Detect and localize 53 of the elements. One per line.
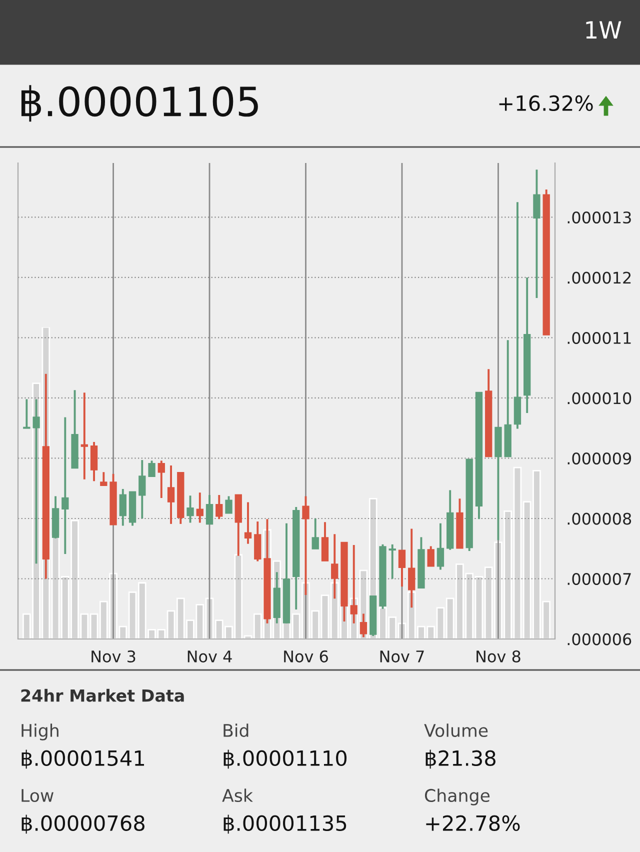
y-tick-label: .000010 <box>568 392 632 404</box>
candlestick <box>119 488 126 527</box>
text: ฿.00001135 <box>224 814 346 834</box>
candlestick <box>216 494 223 520</box>
y-tick-label: .000013 <box>568 211 631 224</box>
candlestick <box>23 398 30 430</box>
candlestick <box>398 549 406 588</box>
text: Low <box>22 789 54 802</box>
x-tick-label: Nov 3 <box>92 650 136 662</box>
y-tick-label: .000006 <box>568 633 632 646</box>
y-tick-label: .000007 <box>568 572 631 586</box>
text: Change <box>424 788 490 806</box>
candlestick <box>244 501 252 545</box>
text: +16.32% <box>499 95 593 112</box>
candlestick <box>225 495 232 514</box>
y-tick-label: .000012 <box>568 272 631 284</box>
text: +22.78% <box>426 815 520 832</box>
candlestick <box>312 518 319 550</box>
candlestick <box>148 460 156 478</box>
text: Volume <box>424 724 488 738</box>
text: Bid <box>224 724 248 738</box>
candlestick <box>158 460 165 499</box>
candlestick <box>62 416 69 556</box>
candlestick <box>427 545 434 568</box>
text: ฿.00001105 <box>21 85 258 122</box>
text: High <box>22 724 58 740</box>
candlestick <box>533 168 540 299</box>
text: ฿.00001110 <box>224 750 347 769</box>
candlestick <box>100 471 108 486</box>
candlestick <box>196 492 204 524</box>
candlestick <box>167 464 175 525</box>
text: 24hr Market Data <box>21 688 184 702</box>
y-tick-label: .000008 <box>568 512 632 525</box>
candlestick <box>80 392 88 480</box>
candlestick <box>388 543 396 580</box>
candlestick <box>436 522 444 571</box>
x-tick-label: Nov 8 <box>476 650 520 662</box>
x-tick-label: Nov 4 <box>188 650 232 662</box>
candlestick <box>138 459 146 520</box>
text: ฿.00000768 <box>22 814 144 834</box>
x-tick-label: Nov 7 <box>380 650 424 662</box>
text: Ask <box>222 788 253 802</box>
text: ฿.00001541 <box>22 750 144 769</box>
candlestick <box>321 521 329 562</box>
y-tick-label: .000011 <box>568 332 631 344</box>
candlestick <box>90 440 98 482</box>
text: 1W <box>586 21 622 39</box>
text: ฿21.38 <box>426 750 496 769</box>
candlestick <box>206 494 214 525</box>
candlestick <box>514 201 522 430</box>
candlestick <box>186 494 194 524</box>
y-tick-label: .000009 <box>568 452 632 465</box>
x-tick-label: Nov 6 <box>284 650 328 662</box>
